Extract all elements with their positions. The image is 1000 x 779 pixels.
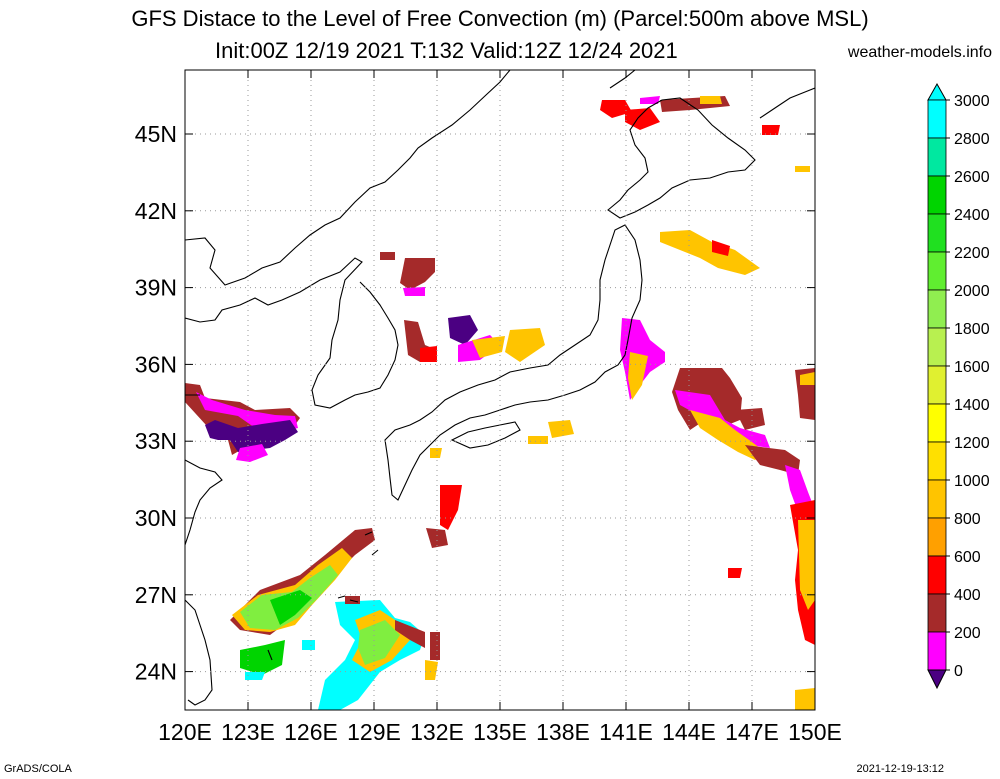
colorbar-level-label: 2200 [954, 245, 990, 262]
lon-tick-label: 126E [284, 719, 338, 745]
colorbar-swatch [927, 631, 947, 671]
colorbar-level-label: 3000 [954, 93, 990, 110]
colorbar-swatch [927, 479, 947, 519]
lat-lon-grid [185, 70, 815, 710]
colorbar-swatch [927, 403, 947, 443]
chart-title: GFS Distace to the Level of Free Convect… [131, 6, 869, 31]
colorbar-swatch [927, 99, 947, 139]
colorbar-swatch [927, 365, 947, 405]
colorbar-level-label: 2600 [954, 169, 990, 186]
lfc-field [185, 96, 815, 710]
colorbar-swatch [927, 327, 947, 367]
lat-tick-label: 27N [135, 582, 177, 608]
lat-tick-label: 36N [135, 351, 177, 377]
colorbar-swatch [927, 555, 947, 595]
lon-tick-label: 138E [536, 719, 590, 745]
colorbar-swatch [927, 251, 947, 291]
lat-tick-label: 33N [135, 428, 177, 454]
lat-tick-label: 39N [135, 275, 177, 301]
lon-tick-label: 135E [473, 719, 527, 745]
colorbar-level-label: 400 [954, 587, 981, 604]
footer-timestamp: 2021-12-19-13:12 [856, 763, 944, 775]
colorbar-swatch [927, 137, 947, 177]
colorbar-swatch [927, 441, 947, 481]
colorbar-swatch [927, 289, 947, 329]
lon-tick-label: 132E [410, 719, 464, 745]
colorbar-level-label: 2800 [954, 131, 990, 148]
lon-tick-label: 147E [725, 719, 779, 745]
longitude-axis: 120E 123E 126E 129E 132E 135E 138E 141E 144E 147E… [158, 70, 842, 745]
colorbar-level-label: 1800 [954, 321, 990, 338]
colorbar-level-label: 800 [954, 511, 981, 528]
lat-tick-label: 24N [135, 659, 177, 685]
lon-tick-label: 129E [347, 719, 401, 745]
lon-tick-label: 144E [662, 719, 716, 745]
colorbar-swatch [927, 593, 947, 633]
colorbar-swatch [927, 213, 947, 253]
lon-tick-label: 141E [599, 719, 653, 745]
lon-tick-label: 120E [158, 719, 212, 745]
site-credit: weather-models.info [847, 44, 992, 61]
colorbar-max-arrow [927, 82, 947, 101]
colorbar: 3000280026002400220020001800160014001200… [927, 82, 990, 690]
colorbar-level-label: 200 [954, 625, 981, 642]
chart-subtitle: Init:00Z 12/19 2021 T:132 Valid:12Z 12/2… [215, 38, 678, 63]
colorbar-level-label: 1400 [954, 397, 990, 414]
coastlines [185, 70, 815, 706]
colorbar-level-label: 600 [954, 549, 981, 566]
colorbar-swatch [927, 175, 947, 215]
colorbar-level-label: 1600 [954, 359, 990, 376]
footer-software: GrADS/COLA [4, 763, 72, 775]
colorbar-level-label: 1200 [954, 435, 990, 452]
colorbar-swatch [927, 517, 947, 557]
colorbar-level-label: 1000 [954, 473, 990, 490]
lat-tick-label: 42N [135, 198, 177, 224]
lat-tick-label: 45N [135, 121, 177, 147]
lon-tick-label: 123E [221, 719, 275, 745]
colorbar-min-arrow [927, 669, 947, 690]
latitude-axis: 24N 27N 30N 33N 36N 39N 42N 45N [135, 121, 815, 685]
lon-tick-label: 150E [788, 719, 842, 745]
colorbar-level-label: 2400 [954, 207, 990, 224]
colorbar-level-label: 0 [954, 663, 963, 680]
lat-tick-label: 30N [135, 505, 177, 531]
colorbar-level-label: 2000 [954, 283, 990, 300]
